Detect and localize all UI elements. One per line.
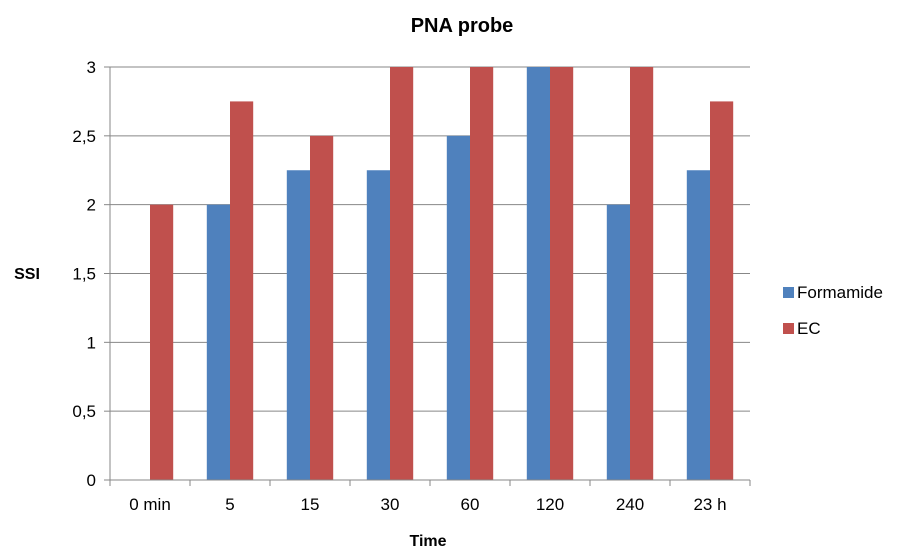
bar-formamide-1 [206, 204, 230, 480]
legend-label-ec: EC [797, 319, 821, 338]
y-tick-label: 2 [87, 196, 96, 215]
y-tick-label: 0,5 [72, 402, 96, 421]
y-tick-label: 2,5 [72, 127, 96, 146]
bar-ec-0 [150, 204, 174, 480]
legend-label-formamide: Formamide [797, 283, 883, 302]
legend: Formamide EC [783, 283, 883, 338]
x-tick-label: 23 h [693, 495, 726, 514]
bar-ec-6 [630, 67, 654, 480]
chart-title: PNA probe [411, 15, 514, 37]
bar-formamide-2 [286, 170, 310, 480]
gridlines [110, 66, 750, 412]
legend-swatch-formamide [783, 287, 794, 298]
y-tick-label: 1 [87, 333, 96, 352]
y-tick-labels: 0 0,5 1 1,5 2 2,5 3 [72, 58, 110, 490]
x-tick-label: 240 [616, 495, 644, 514]
bar-formamide-3 [366, 170, 390, 480]
x-tick-labels: 0 min 5 15 30 60 120 240 23 h [109, 480, 751, 514]
x-tick-label: 30 [381, 495, 400, 514]
y-axis-title: SSI [14, 266, 40, 283]
x-tick-label: 120 [536, 495, 564, 514]
x-tick-label: 15 [301, 495, 320, 514]
bar-ec-2 [310, 135, 334, 481]
bars [150, 67, 734, 481]
x-tick-label: 5 [225, 495, 234, 514]
bar-ec-3 [390, 67, 414, 480]
bar-formamide-7 [686, 170, 710, 480]
bar-formamide-5 [526, 67, 550, 480]
bar-formamide-4 [446, 135, 470, 481]
bar-ec-7 [710, 101, 734, 481]
bar-ec-5 [550, 67, 574, 480]
x-axis-title: Time [409, 533, 446, 550]
y-tick-label: 3 [87, 58, 96, 77]
x-tick-label: 0 min [129, 495, 171, 514]
y-tick-label: 0 [87, 471, 96, 490]
legend-swatch-ec [783, 323, 794, 334]
bar-ec-4 [470, 67, 494, 480]
y-tick-label: 1,5 [72, 265, 96, 284]
bar-ec-1 [230, 101, 254, 481]
x-tick-label: 60 [461, 495, 480, 514]
bar-formamide-6 [606, 204, 630, 480]
